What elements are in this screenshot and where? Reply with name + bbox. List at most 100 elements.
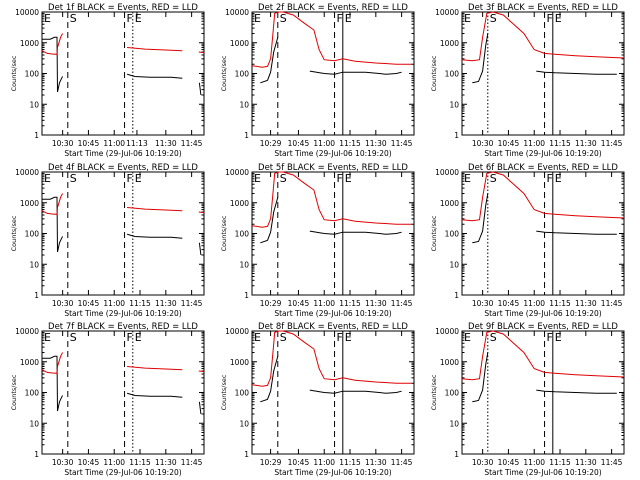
x-tick-label: 11:15 — [129, 458, 151, 467]
detector-panel-7: 1 10 100 1000 10000 10:30 10:45 11:00 11:15 11:30… — [10, 322, 205, 477]
panel-title: Det 9f BLACK = Events, RED = LLD — [468, 322, 618, 332]
y-tick-label: 100 — [445, 389, 460, 398]
y-tick-label: 10000 — [435, 327, 459, 336]
marker-label: S — [70, 12, 77, 25]
y-tick-label: 1 — [244, 131, 249, 140]
y-tick-label: 100 — [235, 389, 250, 398]
x-tick-label: 10:30 — [52, 139, 74, 148]
series-lld-line — [41, 33, 205, 55]
y-axis-label: Counts/sec — [220, 55, 228, 91]
x-tick-label: 11:45 — [181, 139, 203, 148]
y-tick-label: 10000 — [225, 8, 249, 17]
x-tick-label: 11:45 — [181, 299, 203, 308]
x-tick-label: 11:30 — [575, 299, 597, 308]
marker-label: S — [490, 172, 497, 185]
marker-label: E — [254, 172, 261, 185]
x-tick-label: 10:45 — [288, 458, 310, 467]
y-tick-label: 1 — [454, 131, 459, 140]
x-tick-label: 11:00 — [523, 458, 545, 467]
plot-frame — [41, 171, 205, 296]
marker-label: F — [547, 12, 553, 25]
x-tick-label: 11:30 — [365, 139, 387, 148]
x-tick-label: 11:00 — [313, 299, 335, 308]
series-events-line — [42, 36, 202, 96]
series-events-line — [472, 33, 617, 84]
y-tick-label: 1 — [244, 291, 249, 300]
x-tick-label: 10:29 — [260, 458, 282, 467]
series-lld-line — [41, 193, 205, 215]
series-lld-line — [251, 330, 412, 387]
x-tick-label: 11:15 — [339, 299, 361, 308]
x-tick-label: 10:30 — [52, 458, 74, 467]
x-tick-label: 10:30 — [472, 139, 494, 148]
x-tick-label: 11:00 — [523, 299, 545, 308]
x-tick-label: 11:45 — [601, 139, 623, 148]
x-tick-label: 11:00 — [313, 139, 335, 148]
panel-title: Det 1f BLACK = Events, RED = LLD — [48, 3, 198, 13]
x-tick-label: 10:45 — [78, 458, 100, 467]
x-tick-label: 11:15 — [339, 458, 361, 467]
x-tick-label: 11:00 — [103, 299, 125, 308]
x-tick-label: 11:15 — [339, 139, 361, 148]
detector-panel-6: 1 10 100 1000 10000 10:30 10:45 11:00 11:15 11:30… — [430, 163, 625, 318]
marker-label: E — [555, 12, 562, 25]
y-tick-label: 10 — [449, 419, 459, 428]
panel-title: Det 3f BLACK = Events, RED = LLD — [468, 3, 618, 13]
x-tick-label: 10:29 — [260, 299, 282, 308]
x-tick-label: 11:00 — [103, 458, 125, 467]
x-tick-label: 11:30 — [155, 139, 177, 148]
y-tick-label: 10000 — [15, 168, 39, 177]
marker-label: E — [254, 331, 261, 344]
y-tick-label: 1 — [454, 291, 459, 300]
detector-panel-1: 1 10 100 1000 10000 10:30 10:45 11:00 11:13 11:30… — [10, 3, 205, 158]
y-tick-label: 10 — [239, 260, 249, 269]
x-tick-label: 11:00 — [103, 139, 125, 148]
x-tick-label: 11:00 — [313, 458, 335, 467]
x-tick-label: 11:15 — [549, 458, 571, 467]
y-tick-label: 100 — [235, 230, 250, 239]
x-tick-label: 11:45 — [391, 299, 413, 308]
x-tick-label: 11:00 — [523, 139, 545, 148]
detector-panel-4: 1 10 100 1000 10000 10:30 10:45 11:00 11:15 11:30… — [10, 163, 205, 318]
x-tick-label: 11:15 — [549, 299, 571, 308]
x-tick-label: 11:15 — [129, 299, 151, 308]
y-tick-label: 1 — [454, 450, 459, 459]
marker-label: E — [254, 12, 261, 25]
y-tick-label: 1000 — [230, 199, 249, 208]
y-tick-label: 10000 — [225, 168, 249, 177]
panel-title: Det 6f BLACK = Events, RED = LLD — [468, 163, 618, 173]
x-axis-label: Start Time (29-Jul-06 10:19:20) — [64, 149, 181, 158]
series-lld-line — [461, 11, 625, 62]
y-axis-label: Counts/sec — [220, 215, 228, 251]
detector-panel-5: 1 10 100 1000 10000 10:29 10:45 11:00 11:15 11:30… — [220, 163, 415, 318]
marker-label: E — [135, 172, 142, 185]
marker-label: S — [280, 331, 287, 344]
y-tick-label: 1000 — [440, 39, 459, 48]
marker-label: E — [464, 172, 471, 185]
marker-label: S — [490, 12, 497, 25]
marker-label: F — [547, 172, 553, 185]
panel-title: Det 4f BLACK = Events, RED = LLD — [48, 163, 198, 173]
marker-label: F — [127, 172, 133, 185]
series-events-line — [472, 352, 617, 403]
x-tick-label: 10:30 — [472, 458, 494, 467]
series-events-line — [42, 355, 202, 415]
y-tick-label: 1000 — [20, 358, 39, 367]
y-axis-label: Counts/sec — [430, 374, 438, 410]
marker-label: E — [464, 12, 471, 25]
y-tick-label: 100 — [445, 230, 460, 239]
x-tick-label: 11:45 — [391, 458, 413, 467]
x-tick-label: 11:30 — [155, 458, 177, 467]
x-tick-label: 10:45 — [498, 458, 520, 467]
series-lld-line — [41, 352, 205, 374]
marker-label: E — [555, 331, 562, 344]
y-tick-label: 1 — [244, 450, 249, 459]
marker-label: F — [337, 12, 343, 25]
y-tick-label: 1 — [34, 450, 39, 459]
x-tick-label: 10:45 — [288, 139, 310, 148]
marker-label: E — [135, 331, 142, 344]
y-axis-label: Counts/sec — [430, 55, 438, 91]
y-tick-label: 10 — [29, 260, 39, 269]
x-tick-label: 11:45 — [181, 458, 203, 467]
